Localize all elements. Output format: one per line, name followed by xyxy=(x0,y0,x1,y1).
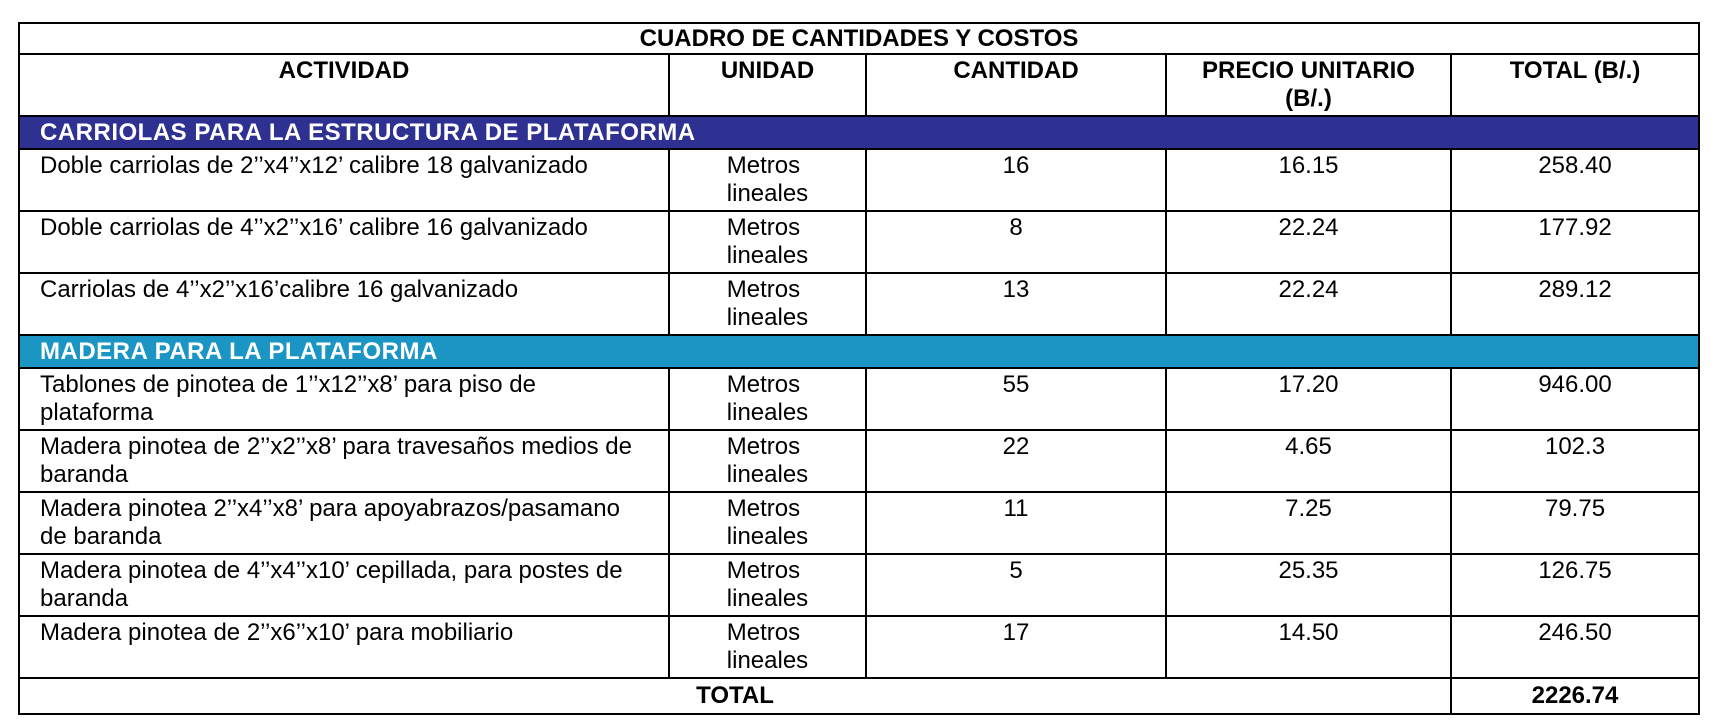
unit-text: Metros lineales xyxy=(726,214,809,269)
item-row: Madera pinotea de 2’’x2’’x8’ para traves… xyxy=(18,429,1701,493)
column-header: ACTIVIDAD xyxy=(18,53,670,117)
cell: Madera pinotea de 2’’x6’’x10’ para mobil… xyxy=(18,615,670,679)
cell: 13 xyxy=(865,272,1167,336)
cell: 16.15 xyxy=(1165,148,1452,212)
cell: Doble carriolas de 4’’x2’’x16’ calibre 1… xyxy=(18,210,670,274)
title-row: CUADRO DE CANTIDADES Y COSTOS xyxy=(17,22,1701,55)
cell: 4.65 xyxy=(1165,429,1452,493)
cell: Tablones de pinotea de 1’’x12’’x8’ para … xyxy=(18,367,670,431)
column-header: CANTIDAD xyxy=(865,53,1167,117)
cell: Madera pinotea 2’’x4’’x8’ para apoyabraz… xyxy=(18,491,670,555)
column-header: TOTAL (B/.) xyxy=(1449,53,1701,117)
unit-text: Metros lineales xyxy=(726,433,809,488)
cell: 11 xyxy=(865,491,1167,555)
cell: 55 xyxy=(865,367,1167,431)
cell: Metros lineales xyxy=(668,615,867,679)
cell: 246.50 xyxy=(1449,615,1701,679)
cell: Metros lineales xyxy=(668,272,867,336)
section-title: CARRIOLAS PARA LA ESTRUCTURA DE PLATAFOR… xyxy=(17,115,1701,150)
unit-text: Metros lineales xyxy=(726,371,809,426)
cell: Metros lineales xyxy=(668,148,867,212)
column-header: UNIDAD xyxy=(668,53,867,117)
unit-text: Metros lineales xyxy=(726,276,809,331)
cell: 14.50 xyxy=(1165,615,1452,679)
cell: 946.00 xyxy=(1449,367,1701,431)
cell: Metros lineales xyxy=(668,367,867,431)
total-label: TOTAL xyxy=(18,677,1452,715)
cell: 177.92 xyxy=(1449,210,1701,274)
cell: 16 xyxy=(865,148,1167,212)
item-row: Madera pinotea de 2’’x6’’x10’ para mobil… xyxy=(18,615,1701,679)
item-row: Madera pinotea 2’’x4’’x8’ para apoyabraz… xyxy=(18,491,1701,555)
cell: 102.3 xyxy=(1449,429,1701,493)
cell: Doble carriolas de 2’’x4’’x12’ calibre 1… xyxy=(18,148,670,212)
cell: 126.75 xyxy=(1449,553,1701,617)
cell: 5 xyxy=(865,553,1167,617)
table-body: CUADRO DE CANTIDADES Y COSTOS ACTIVIDAD U… xyxy=(17,22,1701,715)
cell: 25.35 xyxy=(1165,553,1452,617)
total-row: TOTAL 2226.74 xyxy=(18,677,1701,715)
cell: 289.12 xyxy=(1449,272,1701,336)
cell: 7.25 xyxy=(1165,491,1452,555)
item-row: Tablones de pinotea de 1’’x12’’x8’ para … xyxy=(18,367,1701,431)
unit-text: Metros lineales xyxy=(726,152,809,207)
cell: 22.24 xyxy=(1165,210,1452,274)
cell: 17 xyxy=(865,615,1167,679)
unit-text: Metros lineales xyxy=(726,495,809,550)
item-row: Doble carriolas de 2’’x4’’x12’ calibre 1… xyxy=(18,148,1701,212)
item-row: Carriolas de 4’’x2’’x16’calibre 16 galva… xyxy=(18,272,1701,336)
cell: 22 xyxy=(865,429,1167,493)
total-value: 2226.74 xyxy=(1449,677,1701,715)
header-row: ACTIVIDAD UNIDAD CANTIDAD PRECIO UNITARIO (… xyxy=(18,53,1701,117)
unit-text: Metros lineales xyxy=(726,557,809,612)
section-row: MADERA PARA LA PLATAFORMA xyxy=(17,334,1701,369)
cell: 8 xyxy=(865,210,1167,274)
cell: Metros lineales xyxy=(668,210,867,274)
cell: 258.40 xyxy=(1449,148,1701,212)
section-title: MADERA PARA LA PLATAFORMA xyxy=(17,334,1701,369)
cell: Madera pinotea de 4’’x4’’x10’ cepillada,… xyxy=(18,553,670,617)
cell: 79.75 xyxy=(1449,491,1701,555)
cost-table: CUADRO DE CANTIDADES Y COSTOS ACTIVIDAD U… xyxy=(17,22,1701,715)
cell: Madera pinotea de 2’’x2’’x8’ para traves… xyxy=(18,429,670,493)
cell: Metros lineales xyxy=(668,553,867,617)
item-row: Madera pinotea de 4’’x4’’x10’ cepillada,… xyxy=(18,553,1701,617)
cell: 22.24 xyxy=(1165,272,1452,336)
cell: Carriolas de 4’’x2’’x16’calibre 16 galva… xyxy=(18,272,670,336)
section-row: CARRIOLAS PARA LA ESTRUCTURA DE PLATAFOR… xyxy=(17,115,1701,150)
unit-text: Metros lineales xyxy=(726,619,809,674)
cell: Metros lineales xyxy=(668,429,867,493)
column-header: PRECIO UNITARIO (B/.) xyxy=(1165,53,1452,117)
table-title: CUADRO DE CANTIDADES Y COSTOS xyxy=(17,22,1701,55)
item-row: Doble carriolas de 4’’x2’’x16’ calibre 1… xyxy=(18,210,1701,274)
cell: 17.20 xyxy=(1165,367,1452,431)
cell: Metros lineales xyxy=(668,491,867,555)
